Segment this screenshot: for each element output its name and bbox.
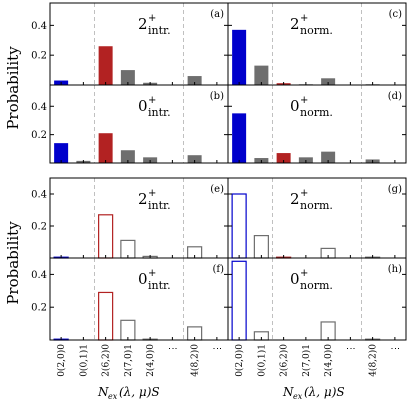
- panel-tag: (f): [212, 264, 224, 275]
- state-label-sup: +: [148, 95, 156, 106]
- bar-b-2: [98, 133, 113, 163]
- panel-tag: (h): [388, 264, 402, 275]
- ytick-label: 0.4: [31, 102, 47, 113]
- state-label-sup: +: [300, 188, 308, 199]
- category-label: 4(8,2)0: [368, 344, 379, 377]
- category-label: 0(0,1)1: [78, 344, 89, 377]
- ytick-label: 0.2: [31, 51, 47, 62]
- bar-c-4: [321, 78, 336, 85]
- bar-a-3: [120, 70, 135, 85]
- panel-tag: (e): [210, 184, 224, 195]
- state-label-base: 0: [290, 97, 300, 115]
- bar-c-0: [232, 29, 247, 85]
- state-label-sub: norm.: [300, 106, 333, 119]
- state-label-sub: intr.: [148, 199, 171, 212]
- bar-d-4: [321, 151, 336, 163]
- state-label-sup: +: [148, 13, 156, 24]
- xlabel-right-rest: (λ, μ)S: [304, 385, 345, 399]
- category-label: 0(2,0)0: [56, 344, 67, 377]
- state-label-sub: intr.: [148, 24, 171, 37]
- panel-tag: (d): [388, 91, 402, 102]
- panel-g: (g) 2 +norm.: [227, 177, 407, 259]
- state-label-sub: norm.: [300, 199, 333, 212]
- ytick-label: 0.2: [31, 130, 47, 141]
- state-label-sup: +: [148, 188, 156, 199]
- panel-h: (h) 0 +norm.: [227, 257, 407, 341]
- category-label: ⋮: [346, 344, 356, 353]
- state-label-sub: intr.: [148, 279, 171, 292]
- ylabel-bottom: Probability: [4, 221, 22, 305]
- bar-g-0: [231, 193, 247, 259]
- xlabel-left: N ex (λ, μ)S: [97, 385, 160, 400]
- ytick-label: 0.2: [31, 222, 47, 233]
- xlabel-right: N ex (λ, μ)S: [282, 385, 345, 400]
- state-label-sub: intr.: [148, 106, 171, 119]
- state-label-base: 0: [138, 270, 148, 288]
- xlabel-left-sub: ex: [108, 392, 118, 400]
- ytick-label: 0.4: [31, 190, 47, 201]
- panel-frame: [227, 257, 407, 341]
- state-label-base: 0: [138, 97, 148, 115]
- state-label-sub: norm.: [300, 24, 333, 37]
- xlabel-left-main: N: [97, 385, 109, 399]
- panel-tag: (a): [210, 9, 224, 20]
- xlabel-right-main: N: [282, 385, 294, 399]
- bar-d-0: [232, 113, 247, 163]
- bar-a-2: [98, 46, 113, 85]
- category-label: 2(7,0)1: [301, 344, 312, 377]
- ytick-label: 0.4: [31, 270, 47, 281]
- category-label: 0(2,0)0: [234, 344, 245, 377]
- state-label-sub: norm.: [300, 279, 333, 292]
- panel-d: (d) 0 +norm.: [227, 84, 407, 164]
- category-label: ⋮: [168, 344, 178, 353]
- panel-tag: (c): [389, 9, 403, 20]
- panel-c: (c) 2 +norm.: [227, 2, 407, 86]
- bar-g-1: [253, 235, 269, 259]
- bar-f-2: [98, 291, 114, 341]
- panel-a: 0.2 0.4 (a) 2 +intr.: [31, 2, 229, 86]
- bar-b-3: [120, 150, 135, 163]
- bar-e-2: [98, 214, 114, 259]
- state-label-base: 2: [290, 15, 300, 33]
- ytick-label: 0.4: [31, 21, 47, 32]
- xlabel-right-sub: ex: [293, 392, 303, 400]
- bar-a-6: [187, 76, 202, 85]
- state-label-base: 2: [138, 190, 148, 208]
- category-labels-right: 0(2,0)0 0(0,1)1 2(6,2)0 2(7,0)1 2(4,0)0 ⋮ 4(8,…: [234, 344, 401, 377]
- bar-c-1: [254, 65, 269, 85]
- category-label: 2(6,2)0: [101, 344, 112, 377]
- category-label: 2(4,0)0: [323, 344, 334, 377]
- panel-frame: [227, 84, 407, 164]
- state-label-sup: +: [300, 268, 308, 279]
- panel-f: 0.2 0.4 (f) 0 +intr.: [31, 257, 229, 341]
- category-label: 4(8,2)0: [190, 344, 201, 377]
- category-labels-left: 0(2,0)0 0(0,1)1 2(6,2)0 2(7,0)1 2(4,0)0 ⋮ 4(8,…: [56, 344, 223, 377]
- panel-tag: (g): [388, 184, 402, 195]
- state-label-sup: +: [148, 268, 156, 279]
- bar-b-0: [54, 143, 69, 163]
- category-label: 2(4,0)0: [145, 344, 156, 377]
- panel-e: 0.2 0.4 (e) 2 +intr.: [31, 177, 229, 259]
- panel-b: 0.2 0.4 (b) 0 +intr.: [31, 84, 229, 164]
- state-label-sup: +: [300, 13, 308, 24]
- category-label: 0(0,1)1: [256, 344, 267, 377]
- bar-h-0: [231, 260, 247, 341]
- ytick-label: 0.2: [31, 303, 47, 314]
- xlabel-left-rest: (λ, μ)S: [119, 385, 160, 399]
- ylabel-top: Probability: [4, 46, 22, 130]
- panels: 0.20.4(a)2 +intr.0.20.4(b)0 +intr.(c)2 +nor…: [31, 2, 407, 341]
- state-label-base: 2: [290, 190, 300, 208]
- category-label: ⋮: [391, 344, 401, 353]
- category-label: 2(6,2)0: [279, 344, 290, 377]
- category-label: ⋮: [213, 344, 223, 353]
- bar-b-6: [187, 155, 202, 163]
- state-label-sup: +: [300, 95, 308, 106]
- state-label-base: 2: [138, 15, 148, 33]
- state-label-base: 0: [290, 270, 300, 288]
- panel-tag: (b): [210, 91, 224, 102]
- bar-d-2: [276, 153, 291, 163]
- category-label: 2(7,0)1: [123, 344, 134, 377]
